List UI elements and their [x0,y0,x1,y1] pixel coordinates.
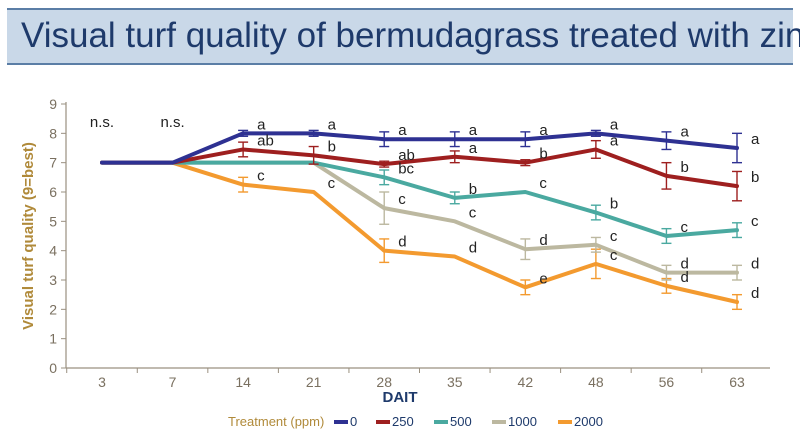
significance-letter: c [469,204,477,221]
y-tick-label: 0 [49,360,57,376]
x-tick-label: 14 [235,374,251,390]
y-tick-label: 8 [49,125,57,141]
legend-label-250: 250 [392,414,414,429]
y-tick-label: 6 [49,184,57,200]
legend-label-500: 500 [450,414,472,429]
significance-letter: c [328,175,336,192]
significance-letter: c [539,175,547,192]
series-line-2000 [100,160,739,304]
significance-letter: b [539,146,547,163]
y-axis-label: Visual turf quality (9=best) [20,142,37,330]
legend-title: Treatment (ppm) [228,414,324,429]
significance-letter: d [469,240,477,257]
significance-letter: c [680,219,688,236]
series-line-250 [100,147,739,189]
significance-letter: d [680,269,688,286]
x-tick-label: 21 [306,374,322,390]
significance-letter: d [680,256,688,273]
y-tick-label: 7 [49,155,57,171]
y-tick-label: 4 [49,243,57,259]
significance-letter: b [610,196,618,213]
ns-label: n.s. [90,114,114,131]
significance-letter: d [751,285,759,302]
significance-letter: d [751,256,759,273]
x-axis-label: DAIT [383,389,418,406]
significance-letter: c [610,247,618,264]
significance-letter: b [680,159,688,176]
significance-letter: ab [257,132,274,149]
significance-letter: a [257,116,266,133]
legend-label-1000: 1000 [508,414,537,429]
legend-label-0: 0 [350,414,357,429]
significance-letter: bc [398,160,414,177]
series-line-0 [100,131,739,165]
significance-letter: c [257,168,265,185]
significance-letter: a [680,124,689,141]
significance-letter: e [539,270,547,287]
ns-label: n.s. [160,114,184,131]
significance-letter: b [751,169,759,186]
x-tick-label: 56 [659,374,675,390]
x-tick-label: 7 [169,374,177,390]
x-tick-label: 42 [518,374,534,390]
significance-letter: a [328,116,337,133]
significance-letter: b [469,181,477,198]
x-tick-label: 28 [376,374,392,390]
significance-letter: a [610,132,619,149]
series-line-1000 [100,160,739,275]
legend-label-2000: 2000 [574,414,603,429]
y-tick-label: 9 [49,96,57,112]
significance-letter: a [469,122,478,139]
chart-title: Visual turf quality of bermudagrass trea… [21,16,800,55]
y-tick-label: 3 [49,272,57,288]
significance-letter: c [398,191,406,208]
significance-letter: b [328,138,336,155]
x-tick-label: 63 [729,374,745,390]
y-tick-label: 1 [49,331,57,347]
significance-letter: a [539,122,548,139]
title-banner: Visual turf quality of bermudagrass trea… [7,8,800,65]
y-tick-label: 5 [49,213,57,229]
significance-letter: c [751,213,759,230]
significance-letter: c [610,228,618,245]
x-tick-label: 3 [98,374,106,390]
significance-letter: a [398,122,407,139]
x-tick-label: 48 [588,374,604,390]
x-tick-label: 35 [447,374,463,390]
significance-letter: a [469,140,478,157]
significance-letter: ab [398,147,415,164]
series-line-500 [100,160,739,238]
significance-letter: a [610,116,619,133]
y-tick-label: 2 [49,301,57,317]
significance-letter: d [398,234,406,251]
significance-letter: d [539,232,547,249]
significance-letter: a [751,131,760,148]
